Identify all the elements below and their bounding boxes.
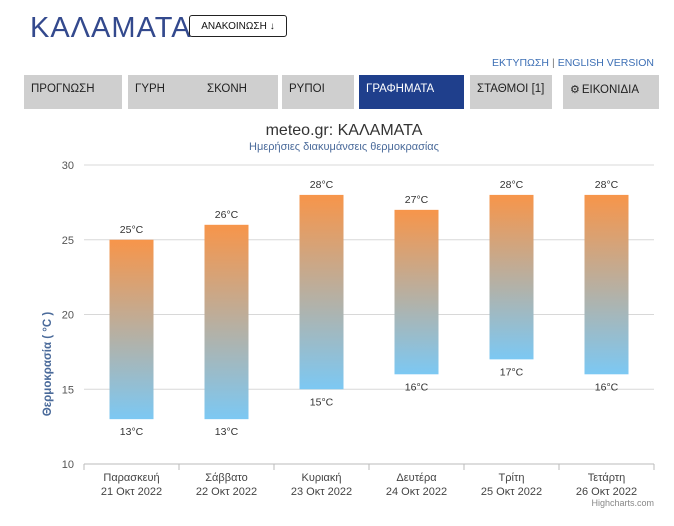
y-axis-label: Θερμοκρασία ( °C ) (42, 312, 54, 417)
tab-label: ΠΡΟΓΝΩΣΗ (31, 83, 95, 95)
link-separator: | (551, 57, 555, 69)
chart-title: meteo.gr: ΚΑΛΑΜΑΤΑ (266, 122, 423, 139)
announcement-label: ΑΝΑΚΟΙΝΩΣΗ (201, 20, 267, 32)
y-tick-label: 15 (62, 384, 74, 396)
arrow-down-icon: ↓ (269, 20, 275, 32)
temperature-range-bar (584, 194, 629, 375)
x-tick-day-label: Σάββατο (205, 472, 247, 484)
tab-stations[interactable]: ΣΤΑΘΜΟΙ [1] (470, 75, 552, 109)
low-temp-label: 17°C (500, 366, 524, 378)
x-tick-date-label: 23 Οκτ 2022 (291, 486, 352, 498)
x-tick-day-label: Τρίτη (499, 472, 525, 484)
tab-dust[interactable]: ΣΚΟΝΗ (200, 75, 278, 109)
x-tick-day-label: Δευτέρα (396, 472, 437, 484)
tab-label: ΡΥΠΟΙ (289, 83, 325, 95)
low-temp-label: 16°C (405, 381, 429, 393)
low-temp-label: 13°C (215, 426, 239, 438)
x-tick-date-label: 24 Οκτ 2022 (386, 486, 447, 498)
low-temp-label: 13°C (120, 426, 144, 438)
x-tick-date-label: 25 Οκτ 2022 (481, 486, 542, 498)
low-temp-label: 16°C (595, 381, 619, 393)
chart-subtitle: Ημερήσιες διακυμάνσεις θερμοκρασίας (249, 141, 439, 153)
chart-credits: Highcharts.com (591, 498, 654, 508)
low-temp-label: 15°C (310, 396, 334, 408)
page-title: ΚΑΛΑΜΑΤΑ (30, 12, 192, 44)
x-tick-day-label: Κυριακή (301, 472, 341, 484)
x-tick-day-label: Τετάρτη (588, 472, 626, 484)
gear-icon: ⚙ (570, 84, 580, 96)
y-tick-label: 20 (62, 310, 74, 322)
high-temp-label: 28°C (595, 179, 619, 191)
high-temp-label: 27°C (405, 194, 429, 206)
temperature-range-bar (204, 224, 249, 420)
announcement-dropdown-button[interactable]: ΑΝΑΚΟΙΝΩΣΗ ↓ (189, 15, 287, 37)
x-tick-date-label: 26 Οκτ 2022 (576, 486, 637, 498)
tab-label: ΓΥΡΗ (135, 83, 165, 95)
high-temp-label: 28°C (310, 179, 334, 191)
x-tick-day-label: Παρασκευή (103, 472, 159, 484)
temperature-range-bar (489, 194, 534, 360)
tab-label: ΓΡΑΦΗΜΑΤΑ (366, 83, 435, 95)
tab-pollutants[interactable]: ΡΥΠΟΙ (282, 75, 354, 109)
tab-label: ΣΤΑΘΜΟΙ [1] (477, 83, 545, 95)
high-temp-label: 28°C (500, 179, 524, 191)
tab-label: ΕΙΚΟΝΙΔΙΑ (581, 84, 640, 96)
tab-label: ΣΚΟΝΗ (207, 83, 247, 95)
english-version-link[interactable]: ENGLISH VERSION (557, 57, 654, 69)
tab-charts[interactable]: ΓΡΑΦΗΜΑΤΑ (359, 75, 464, 109)
temperature-range-bar (299, 194, 344, 390)
temperature-range-bar (394, 209, 439, 375)
top-links: ΕΚΤΥΠΩΣΗ | ENGLISH VERSION (492, 57, 654, 69)
high-temp-label: 26°C (215, 209, 239, 221)
x-tick-date-label: 21 Οκτ 2022 (101, 486, 162, 498)
print-link[interactable]: ΕΚΤΥΠΩΣΗ (492, 57, 549, 69)
temperature-chart: meteo.gr: ΚΑΛΑΜΑΤΑ Ημερήσιες διακυμάνσει… (42, 122, 655, 508)
high-temp-label: 25°C (120, 224, 144, 236)
y-tick-label: 25 (62, 235, 74, 247)
temperature-range-bar (109, 239, 154, 420)
tab-icons[interactable]: ⚙ ΕΙΚΟΝΙΔΙΑ (563, 75, 659, 109)
y-tick-label: 30 (62, 160, 74, 172)
y-tick-label: 10 (62, 459, 74, 471)
x-tick-date-label: 22 Οκτ 2022 (196, 486, 257, 498)
tab-forecast[interactable]: ΠΡΟΓΝΩΣΗ (24, 75, 122, 109)
